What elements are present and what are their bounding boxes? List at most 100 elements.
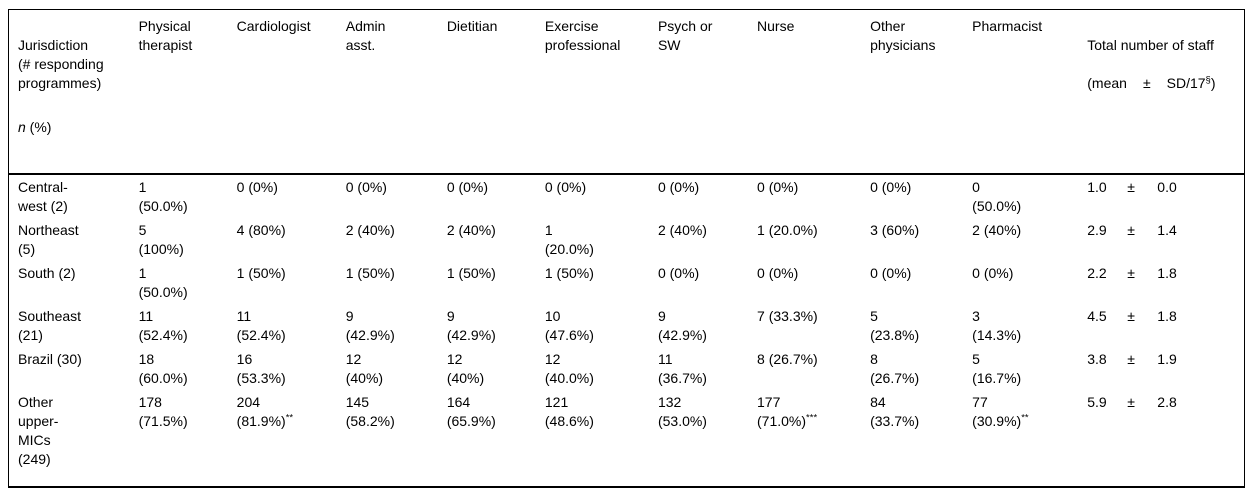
cell-dietitian: 2 (40%)	[446, 222, 496, 238]
staff-table-container: Jurisdiction (# responding programmes) n…	[8, 9, 1245, 488]
header-row: Jurisdiction (# responding programmes) n…	[8, 9, 1245, 175]
cell-admin-asst: 145 (58.2%)	[345, 394, 395, 429]
cell-total-mean: 2.9	[1087, 222, 1107, 238]
cell-pharmacist: 5 (16.7%)	[972, 351, 1022, 386]
col-header-psych-or-sw: Psych or SW	[648, 9, 749, 175]
cell-cardiologist: 0 (0%)	[236, 179, 278, 195]
cell-nurse: 1 (20.0%)	[757, 222, 818, 238]
section-mark: §	[1205, 74, 1211, 86]
table-row: Northeast (5) 5 (100%) 4 (80%) 2 (40%) 2 (40…	[9, 218, 1245, 261]
total-staff-label: Total number of staff	[1087, 37, 1214, 53]
cell-other-physicians: 0 (0%)	[870, 179, 912, 195]
cell-dietitian: 9 (42.9%)	[446, 308, 496, 343]
cell-cardiologist: 204 (81.9%)**	[236, 394, 294, 429]
cell-total-sd: 1.9	[1157, 351, 1177, 367]
cell-admin-asst: 2 (40%)	[345, 222, 395, 238]
cell-admin-asst: 12 (40%)	[345, 351, 384, 386]
n-percent-label: n (%)	[18, 119, 52, 135]
cell-total-mean: 5.9	[1087, 394, 1107, 410]
cell-admin-asst: 0 (0%)	[345, 179, 387, 195]
cell-exercise-professional: 10 (47.6%)	[544, 308, 594, 343]
cell-total-sd: 2.8	[1157, 394, 1177, 410]
total-staff-sub-label: (mean ± SD/17§)	[1087, 74, 1216, 91]
cell-physical-therapist: 1 (50.0%)	[138, 265, 188, 300]
col-header-jurisdiction: Jurisdiction (# responding programmes) n…	[8, 9, 130, 175]
cell-cardiologist: 4 (80%)	[236, 222, 286, 238]
cell-psych-or-sw: 2 (40%)	[657, 222, 707, 238]
cell-physical-therapist: 178 (71.5%)	[138, 394, 188, 429]
cell-psych-or-sw: 132 (53.0%)	[657, 394, 707, 429]
row-label: South (2)	[18, 265, 76, 281]
cell-pharmacist: 0 (0%)	[972, 265, 1014, 281]
table-row: Other upper- MICs (249) 178 (71.5%) 204 (8…	[9, 390, 1245, 487]
jurisdiction-label: Jurisdiction (# responding programmes)	[18, 37, 104, 91]
plus-minus-symbol: ±	[1142, 75, 1151, 91]
row-label: Other upper- MICs (249)	[18, 394, 59, 467]
col-header-total-staff: Total number of staff (mean ± SD/17§)	[1069, 9, 1245, 175]
cell-dietitian: 12 (40%)	[446, 351, 485, 386]
cell-other-physicians: 5 (23.8%)	[870, 308, 920, 343]
cell-total-mean: 4.5	[1087, 308, 1107, 324]
row-label: Central- west (2)	[18, 179, 68, 214]
cell-cardiologist: 16 (53.3%)	[236, 351, 286, 386]
cell-other-physicians: 84 (33.7%)	[870, 394, 920, 429]
cell-total-pm: ±	[1127, 265, 1135, 281]
cell-pharmacist: 77 (30.9%)**	[972, 394, 1029, 429]
cell-psych-or-sw: 0 (0%)	[657, 179, 700, 195]
cell-cardiologist: 11 (52.4%)	[236, 308, 286, 343]
cell-admin-asst: 1 (50%)	[345, 265, 395, 281]
cell-physical-therapist: 18 (60.0%)	[138, 351, 188, 386]
table-header: Jurisdiction (# responding programmes) n…	[8, 9, 1245, 175]
cell-other-physicians: 8 (26.7%)	[870, 351, 920, 386]
significance-marker: **	[1021, 412, 1029, 424]
row-label: Southeast (21)	[18, 308, 82, 343]
cell-total-sd: 1.8	[1157, 308, 1177, 324]
cell-cardiologist: 1 (50%)	[236, 265, 286, 281]
col-header-exercise-professional: Exercise professional	[535, 9, 649, 175]
row-label: Brazil (30)	[18, 351, 82, 367]
table-row: Central- west (2) 1 (50.0%) 0 (0%) 0 (0%) 0 …	[9, 174, 1245, 218]
cell-psych-or-sw: 0 (0%)	[657, 265, 700, 281]
cell-total-pm: ±	[1127, 351, 1135, 367]
cell-total-mean: 3.8	[1087, 351, 1107, 367]
cell-exercise-professional: 1 (20.0%)	[544, 222, 594, 257]
cell-nurse: 0 (0%)	[757, 265, 799, 281]
table-row: Brazil (30) 18 (60.0%) 16 (53.3%) 12 (40%) 1…	[9, 347, 1245, 390]
cell-exercise-professional: 1 (50%)	[544, 265, 594, 281]
cell-other-physicians: 0 (0%)	[870, 265, 912, 281]
cell-total-pm: ±	[1127, 394, 1135, 410]
cell-total-mean: 1.0	[1087, 179, 1107, 195]
cell-nurse: 8 (26.7%)	[757, 351, 818, 367]
col-header-cardiologist: Cardiologist	[227, 9, 337, 175]
cell-physical-therapist: 1 (50.0%)	[138, 179, 188, 214]
cell-total-sd: 0.0	[1157, 179, 1177, 195]
cell-total-pm: ±	[1127, 308, 1135, 324]
cell-admin-asst: 9 (42.9%)	[345, 308, 395, 343]
cell-other-physicians: 3 (60%)	[870, 222, 920, 238]
table-row: Southeast (21) 11 (52.4%) 11 (52.4%) 9 (42.…	[9, 304, 1245, 347]
col-header-pharmacist: Pharmacist	[963, 9, 1070, 175]
cell-dietitian: 0 (0%)	[446, 179, 489, 195]
table-body: Central- west (2) 1 (50.0%) 0 (0%) 0 (0%) 0 …	[9, 174, 1245, 487]
cell-total-sd: 1.4	[1157, 222, 1177, 238]
col-header-admin-asst: Admin asst.	[336, 9, 438, 175]
cell-total-pm: ±	[1127, 222, 1135, 238]
cell-total-sd: 1.8	[1157, 265, 1177, 281]
cell-nurse: 7 (33.3%)	[757, 308, 818, 324]
row-label: Northeast (5)	[18, 222, 79, 257]
col-header-other-physicians: Other physicians	[861, 9, 964, 175]
staff-table: Jurisdiction (# responding programmes) n…	[8, 9, 1245, 488]
cell-physical-therapist: 5 (100%)	[138, 222, 184, 257]
cell-nurse: 177 (71.0%)***	[757, 394, 818, 429]
col-header-dietitian: Dietitian	[437, 9, 536, 175]
cell-pharmacist: 0 (50.0%)	[972, 179, 1022, 214]
cell-dietitian: 164 (65.9%)	[446, 394, 496, 429]
cell-dietitian: 1 (50%)	[446, 265, 496, 281]
cell-exercise-professional: 121 (48.6%)	[544, 394, 594, 429]
cell-exercise-professional: 12 (40.0%)	[544, 351, 594, 386]
cell-nurse: 0 (0%)	[757, 179, 799, 195]
cell-psych-or-sw: 11 (36.7%)	[657, 351, 707, 386]
cell-pharmacist: 3 (14.3%)	[972, 308, 1022, 343]
table-row: South (2) 1 (50.0%) 1 (50%) 1 (50%) 1 (50%) 1…	[9, 261, 1245, 304]
significance-marker: **	[285, 412, 294, 424]
